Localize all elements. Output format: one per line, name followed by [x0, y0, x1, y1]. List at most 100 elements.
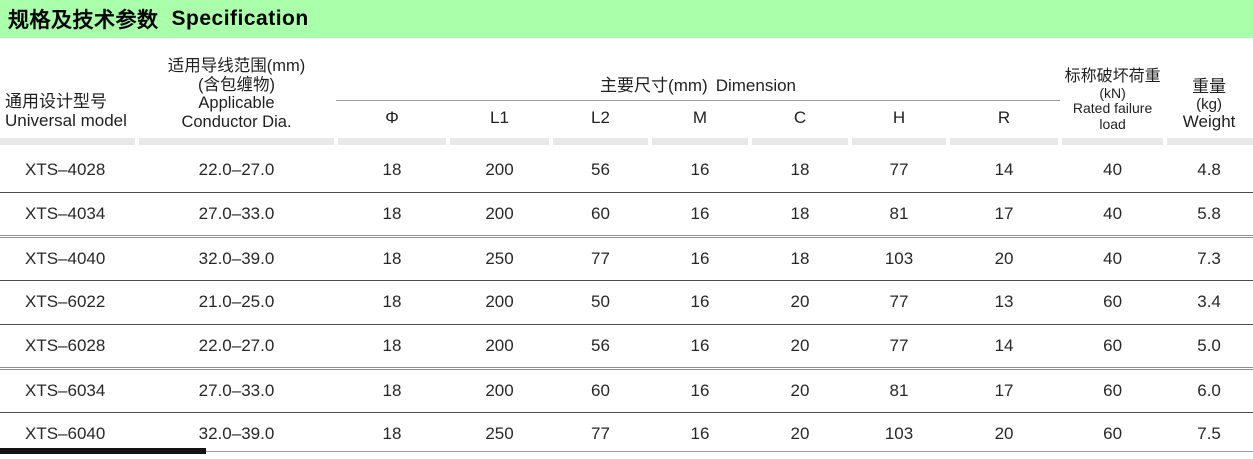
table-row: XTS–6040 32.0–39.0 18 250 77 16 20 103 20 60 7.5: [0, 412, 1253, 456]
col-header-r: R: [997, 108, 1011, 128]
header-underline-bar: [852, 138, 946, 145]
cell-value-kN: 40: [1060, 148, 1166, 193]
cell-conductor-range: 32.0–39.0: [137, 236, 336, 281]
cell-value-Φ: 18: [336, 280, 448, 325]
cell-value-kN: 40: [1060, 192, 1166, 238]
cell-value-H: 77: [850, 280, 948, 325]
cell-value-kg: 3.4: [1165, 280, 1253, 325]
cell-value-R: 17: [948, 192, 1061, 238]
cell-value-H: 103: [850, 236, 948, 281]
cell-value-R: 14: [948, 324, 1061, 370]
rated-load-en: Rated failure load: [1072, 100, 1153, 132]
cell-value-kg: 4.8: [1165, 148, 1253, 193]
col-header-weight: 重量 (kg) Weight: [1165, 38, 1253, 136]
cell-value-L1: 250: [485, 424, 514, 444]
col-header-rated-load: 标称破坏荷重 (kN) Rated failure load: [1060, 38, 1165, 136]
cell-value-M: 16: [690, 424, 710, 444]
bottom-rule: [0, 451, 1253, 452]
cell-value-kN: 60: [1060, 280, 1166, 325]
cell-value-L1: 200: [448, 148, 551, 193]
section-title-zh: 规格及技术参数: [8, 9, 159, 32]
weight-unit: (kg): [1196, 95, 1222, 113]
col-header-conductor-line4: Conductor Dia.: [181, 113, 292, 132]
header-underline-bar: [0, 138, 135, 145]
cell-value-C: 18: [750, 148, 850, 193]
header-underline-row: [0, 136, 1253, 148]
cell-value-C: 18: [750, 192, 850, 238]
rated-load-zh: 标称破坏荷重: [1064, 68, 1161, 86]
cell-value-kN: 60: [1060, 324, 1166, 370]
cell-value-L2: 60: [551, 192, 650, 238]
header-underline-bar: [1167, 138, 1253, 145]
cell-value-Φ: 18: [336, 192, 448, 238]
cell-value-C: 20: [750, 280, 850, 325]
dimension-group-en: Dimension: [715, 75, 797, 95]
cell-value-C: 20: [790, 424, 810, 444]
cell-value-H: 77: [850, 148, 948, 193]
col-header-model: 通用设计型号 Universal model: [0, 38, 137, 136]
table-row: XTS–6034 27.0–33.0 18 200 60 16 20 81 17 60 6.0: [0, 368, 1253, 413]
cell-conductor-range: 32.0–39.0: [198, 424, 275, 444]
col-header-model-en: Universal model: [5, 111, 127, 131]
cell-value-L1: 250: [448, 236, 551, 281]
table-header: 通用设计型号 Universal model 适用导线范围(mm) (含包缠物)…: [0, 38, 1253, 148]
cell-value-M: 16: [650, 192, 750, 238]
header-underline-bar: [338, 138, 446, 145]
section-title-bar: 规格及技术参数 Specification: [0, 0, 1253, 38]
cell-value-kN: 60: [1060, 368, 1166, 413]
col-header-l2: L2: [591, 108, 610, 128]
cell-value-L1: 200: [448, 280, 551, 325]
col-header-l1: L1: [490, 108, 509, 128]
cell-model: XTS–6034: [0, 368, 137, 413]
section-title-en: Specification: [171, 7, 309, 30]
cell-value-L2: 77: [591, 424, 610, 444]
table-row: XTS–4040 32.0–39.0 18 250 77 16 18 103 20 40 7.3: [0, 236, 1253, 281]
table-body: XTS–4028 22.0–27.0 18 200 56 16 18 77 14 40 4.8 XTS…: [0, 148, 1253, 456]
cell-value-C: 20: [750, 324, 850, 370]
cell-value-H: 77: [850, 324, 948, 370]
dimension-group-zh: 主要尺寸(mm): [600, 75, 708, 95]
header-underline-bar: [652, 138, 748, 145]
header-underline-bar: [139, 138, 334, 145]
cell-value-Φ: 18: [336, 368, 448, 413]
cell-value-kN: 40: [1060, 236, 1166, 281]
cell-value-L2: 60: [551, 368, 650, 413]
cell-value-R: 20: [948, 236, 1061, 281]
cell-value-kN: 60: [1103, 424, 1123, 444]
cell-value-kg: 7.3: [1165, 236, 1253, 281]
col-header-h: H: [892, 108, 906, 128]
table-row: XTS–4034 27.0–33.0 18 200 60 16 18 81 17 40 5.8: [0, 192, 1253, 238]
cell-value-R: 14: [948, 148, 1061, 193]
cell-value-L1: 200: [448, 192, 551, 238]
cell-conductor-range: 27.0–33.0: [137, 192, 336, 238]
cell-value-H: 103: [884, 424, 914, 444]
table-row: XTS–6028 22.0–27.0 18 200 56 16 20 77 14 60 5.0: [0, 324, 1253, 370]
cell-value-Φ: 18: [336, 236, 448, 281]
cell-conductor-range: 22.0–27.0: [137, 148, 336, 193]
header-underline-bar: [752, 138, 848, 145]
cell-model: XTS–6022: [0, 280, 137, 325]
col-header-conductor-line1: 适用导线范围(mm): [167, 56, 306, 75]
cell-model: XTS–4040: [0, 236, 137, 281]
cell-value-L2: 56: [551, 148, 650, 193]
bottom-rule-accent: [0, 448, 206, 454]
cell-conductor-range: 27.0–33.0: [137, 368, 336, 413]
col-header-m: M: [692, 108, 708, 128]
cell-model: XTS–6040: [25, 424, 106, 444]
col-header-conductor-line2: (含包缠物): [198, 75, 275, 94]
cell-value-H: 81: [850, 368, 948, 413]
cell-value-kg: 7.5: [1197, 424, 1221, 444]
dimension-subheader-row: Φ L1 L2 M C H R: [0, 100, 1253, 136]
header-underline-bar: [450, 138, 549, 145]
col-header-conductor: 适用导线范围(mm) (含包缠物) Applicable Conductor D…: [137, 38, 336, 136]
table-row: XTS–6022 21.0–25.0 18 200 50 16 20 77 13 60 3.4: [0, 280, 1253, 325]
col-header-conductor-line3: Applicable: [198, 94, 275, 113]
weight-zh: 重量: [1192, 77, 1227, 97]
cell-value-C: 20: [750, 368, 850, 413]
cell-value-kg: 6.0: [1165, 368, 1253, 413]
spec-table: 通用设计型号 Universal model 适用导线范围(mm) (含包缠物)…: [0, 38, 1253, 456]
col-header-dimension-group: 主要尺寸(mm) Dimension: [336, 38, 1061, 101]
cell-value-Φ: 18: [336, 148, 448, 193]
cell-value-L1: 200: [448, 368, 551, 413]
header-underline-bar: [553, 138, 648, 145]
